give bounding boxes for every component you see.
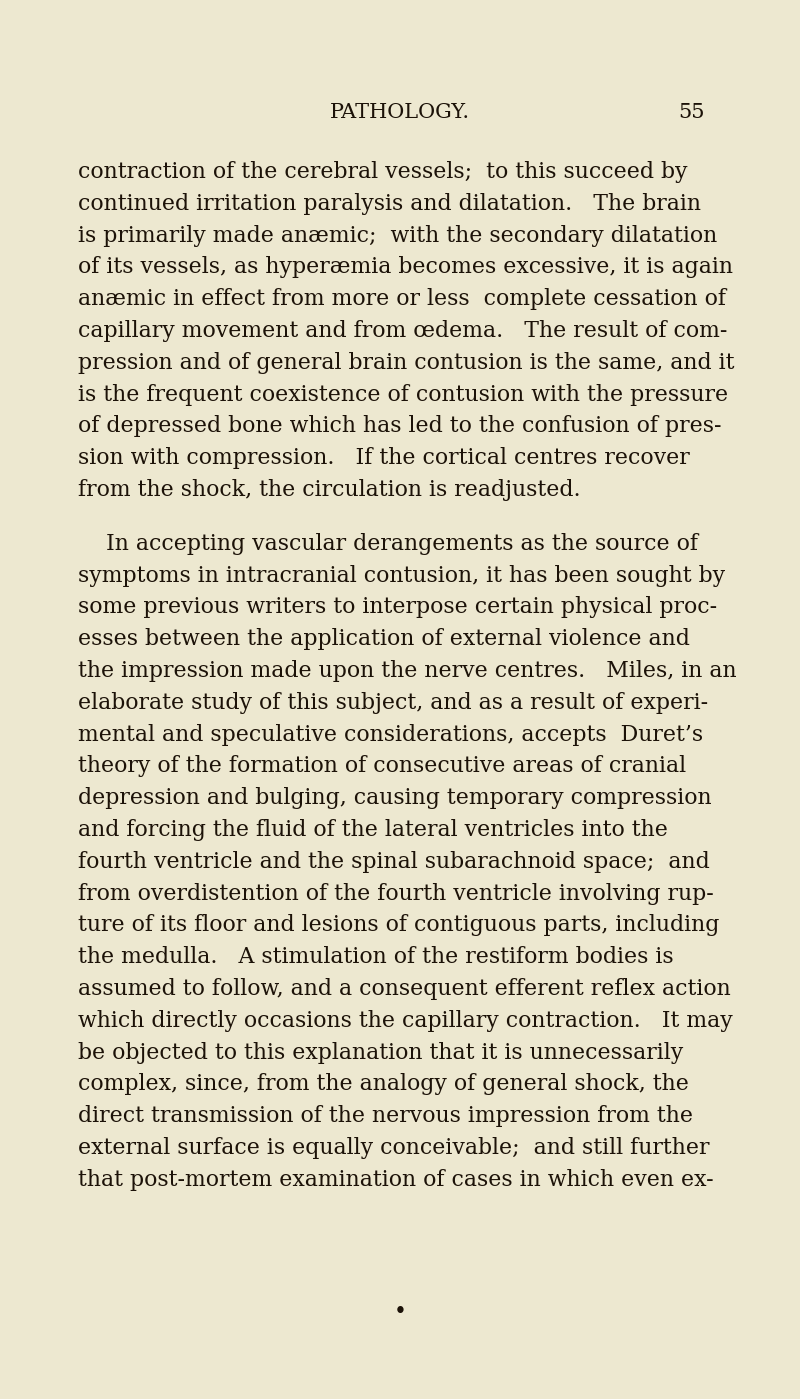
Text: from the shock, the circulation is readjusted.: from the shock, the circulation is readj… <box>78 478 581 501</box>
Text: pression and of general brain contusion is the same, and it: pression and of general brain contusion … <box>78 351 734 374</box>
Text: capillary movement and from œdema.   The result of com-: capillary movement and from œdema. The r… <box>78 320 727 341</box>
Text: is the frequent coexistence of contusion with the pressure: is the frequent coexistence of contusion… <box>78 383 728 406</box>
Text: depression and bulging, causing temporary compression: depression and bulging, causing temporar… <box>78 788 712 809</box>
Text: of depressed bone which has led to the confusion of pres-: of depressed bone which has led to the c… <box>78 416 722 438</box>
Text: In accepting vascular derangements as the source of: In accepting vascular derangements as th… <box>78 533 698 555</box>
Text: direct transmission of the nervous impression from the: direct transmission of the nervous impre… <box>78 1105 693 1128</box>
Text: PATHOLOGY.: PATHOLOGY. <box>330 104 470 122</box>
Text: assumed to follow, and a consequent efferent reflex action: assumed to follow, and a consequent effe… <box>78 978 730 1000</box>
Text: external surface is equally conceivable;  and still further: external surface is equally conceivable;… <box>78 1137 710 1158</box>
Text: •: • <box>394 1301 406 1323</box>
Text: and forcing the fluid of the lateral ventricles into the: and forcing the fluid of the lateral ven… <box>78 818 668 841</box>
Text: elaborate study of this subject, and as a result of experi-: elaborate study of this subject, and as … <box>78 691 708 713</box>
Text: anæmic in effect from more or less  complete cessation of: anæmic in effect from more or less compl… <box>78 288 726 311</box>
Text: is primarily made anæmic;  with the secondary dilatation: is primarily made anæmic; with the secon… <box>78 225 718 246</box>
Text: from overdistention of the fourth ventricle involving rup-: from overdistention of the fourth ventri… <box>78 883 714 905</box>
Text: complex, since, from the analogy of general shock, the: complex, since, from the analogy of gene… <box>78 1073 689 1095</box>
Text: mental and speculative considerations, accepts  Duret’s: mental and speculative considerations, a… <box>78 723 703 746</box>
Text: the impression made upon the nerve centres.   Miles, in an: the impression made upon the nerve centr… <box>78 660 737 681</box>
Text: the medulla.   A stimulation of the restiform bodies is: the medulla. A stimulation of the restif… <box>78 946 674 968</box>
Text: of its vessels, as hyperæmia becomes excessive, it is again: of its vessels, as hyperæmia becomes exc… <box>78 256 733 278</box>
Text: theory of the formation of consecutive areas of cranial: theory of the formation of consecutive a… <box>78 755 686 778</box>
Text: contraction of the cerebral vessels;  to this succeed by: contraction of the cerebral vessels; to … <box>78 161 687 183</box>
Text: that post-mortem examination of cases in which even ex-: that post-mortem examination of cases in… <box>78 1168 714 1191</box>
Text: be objected to this explanation that it is unnecessarily: be objected to this explanation that it … <box>78 1042 683 1063</box>
Text: some previous writers to interpose certain physical proc-: some previous writers to interpose certa… <box>78 596 717 618</box>
Text: sion with compression.   If the cortical centres recover: sion with compression. If the cortical c… <box>78 448 690 469</box>
Text: 55: 55 <box>678 104 705 122</box>
Text: fourth ventricle and the spinal subarachnoid space;  and: fourth ventricle and the spinal subarach… <box>78 851 710 873</box>
Text: esses between the application of external violence and: esses between the application of externa… <box>78 628 690 651</box>
Text: which directly occasions the capillary contraction.   It may: which directly occasions the capillary c… <box>78 1010 733 1032</box>
Text: ture of its floor and lesions of contiguous parts, including: ture of its floor and lesions of contigu… <box>78 915 719 936</box>
Text: symptoms in intracranial contusion, it has been sought by: symptoms in intracranial contusion, it h… <box>78 565 725 586</box>
Text: continued irritation paralysis and dilatation.   The brain: continued irritation paralysis and dilat… <box>78 193 701 215</box>
